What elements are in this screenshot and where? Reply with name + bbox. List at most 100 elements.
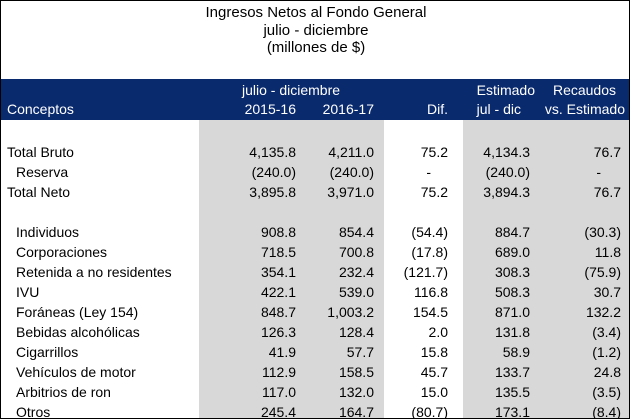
row-label: Foráneas (Ley 154) bbox=[16, 304, 139, 320]
cell-recaudos: (8.4) bbox=[592, 404, 621, 419]
cell-2015-16: 354.1 bbox=[260, 264, 296, 280]
shaded-band-years bbox=[199, 120, 384, 418]
table-header: julio - diciembre Estimado Recaudos Conc… bbox=[1, 79, 629, 120]
cell-2015-16: 41.9 bbox=[268, 344, 296, 360]
row-label: Arbitrios de ron bbox=[16, 384, 111, 400]
cell-2015-16: 422.1 bbox=[260, 284, 296, 300]
cell-2016-17: 539.0 bbox=[338, 284, 374, 300]
header-estimado: Estimado bbox=[476, 82, 535, 98]
table-row: Individuos 908.8 854.4 (54.4) 884.7 (30.… bbox=[1, 222, 629, 242]
shaded-band-estimates bbox=[463, 120, 629, 418]
title-units: (millones de $) bbox=[266, 39, 366, 56]
header-recaudos: Recaudos bbox=[552, 82, 616, 98]
table-row: Cigarrillos 41.9 57.7 15.8 58.9 (1.2) bbox=[1, 342, 629, 362]
cell-2015-16: (240.0) bbox=[251, 164, 296, 180]
header-col-dif: Dif. bbox=[427, 101, 448, 117]
cell-estimado: 871.0 bbox=[494, 304, 530, 320]
cell-recaudos: 30.7 bbox=[593, 284, 621, 300]
header-jul-dic: jul - dic bbox=[476, 101, 521, 117]
header-col-2015-16: 2015-16 bbox=[244, 101, 296, 117]
row-label: Vehículos de motor bbox=[16, 364, 136, 380]
cell-dif: 15.8 bbox=[420, 344, 448, 360]
cell-2015-16: 245.4 bbox=[260, 404, 296, 419]
row-label: Bebidas alcohólicas bbox=[16, 324, 140, 340]
cell-dif: (80.7) bbox=[411, 404, 448, 419]
cell-2015-16: 4,135.8 bbox=[249, 144, 296, 160]
cell-estimado: 884.7 bbox=[494, 224, 530, 240]
cell-estimado: (240.0) bbox=[485, 164, 530, 180]
table-body: Total Bruto 4,135.8 4,211.0 75.2 4,134.3… bbox=[1, 142, 629, 419]
table-row: IVU 422.1 539.0 116.8 508.3 30.7 bbox=[1, 282, 629, 302]
cell-recaudos: 11.8 bbox=[594, 244, 621, 260]
table-row: Foráneas (Ley 154) 848.7 1,003.2 154.5 8… bbox=[1, 302, 629, 322]
table-row: Total Neto 3,895.8 3,971.0 75.2 3,894.3 … bbox=[1, 182, 629, 202]
cell-dif: 45.7 bbox=[420, 364, 448, 380]
cell-2015-16: 3,895.8 bbox=[249, 184, 296, 200]
cell-dif: 75.2 bbox=[420, 184, 448, 200]
cell-recaudos: (3.4) bbox=[592, 324, 621, 340]
cell-2016-17: 57.7 bbox=[346, 344, 374, 360]
table-row: Bebidas alcohólicas 126.3 128.4 2.0 131.… bbox=[1, 322, 629, 342]
row-label: Total Neto bbox=[7, 184, 71, 200]
table-row: Reserva (240.0) (240.0) - (240.0) - bbox=[1, 162, 629, 182]
cell-estimado: 508.3 bbox=[494, 284, 530, 300]
header-col-2016-17: 2016-17 bbox=[322, 101, 374, 117]
row-label: IVU bbox=[16, 284, 40, 300]
cell-2016-17: 232.4 bbox=[338, 264, 374, 280]
cell-2015-16: 718.5 bbox=[260, 244, 296, 260]
cell-recaudos: 76.7 bbox=[593, 184, 621, 200]
cell-dif: 154.5 bbox=[412, 304, 448, 320]
cell-estimado: 135.5 bbox=[494, 384, 530, 400]
table-row: Vehículos de motor 112.9 158.5 45.7 133.… bbox=[1, 362, 629, 382]
row-label: Individuos bbox=[16, 224, 80, 240]
cell-2015-16: 112.9 bbox=[262, 364, 296, 380]
cell-recaudos: 76.7 bbox=[593, 144, 621, 160]
spacer-row bbox=[1, 202, 629, 222]
table-title: Ingresos Netos al Fondo General julio - … bbox=[1, 4, 629, 57]
header-period-group: julio - diciembre bbox=[242, 82, 341, 98]
cell-estimado: 3,894.3 bbox=[483, 184, 530, 200]
row-label: Otros bbox=[16, 404, 51, 419]
cell-2016-17: 854.4 bbox=[338, 224, 374, 240]
row-label: Cigarrillos bbox=[16, 344, 79, 360]
cell-2015-16: 908.8 bbox=[260, 224, 296, 240]
row-label: Retenida a no residentes bbox=[16, 264, 172, 280]
cell-recaudos: (1.2) bbox=[592, 344, 621, 360]
cell-dif: - bbox=[426, 164, 431, 180]
cell-dif: (54.4) bbox=[411, 224, 448, 240]
cell-dif: 116.8 bbox=[414, 284, 448, 300]
table-row: Otros 245.4 164.7 (80.7) 173.1 (8.4) bbox=[1, 402, 629, 419]
cell-recaudos: 132.2 bbox=[585, 304, 621, 320]
title-period: julio - diciembre bbox=[263, 21, 369, 39]
row-label: Corporaciones bbox=[16, 244, 108, 260]
table-row: Total Bruto 4,135.8 4,211.0 75.2 4,134.3… bbox=[1, 142, 629, 162]
cell-2016-17: 128.4 bbox=[338, 324, 374, 340]
cell-estimado: 308.3 bbox=[494, 264, 530, 280]
cell-2015-16: 848.7 bbox=[260, 304, 296, 320]
cell-2016-17: 1,003.2 bbox=[327, 304, 374, 320]
header-conceptos: Conceptos bbox=[7, 101, 74, 117]
row-label: Reserva bbox=[16, 164, 69, 180]
cell-dif: (17.8) bbox=[411, 244, 448, 260]
cell-2016-17: 700.8 bbox=[338, 244, 374, 260]
table-row: Arbitrios de ron 117.0 132.0 15.0 135.5 … bbox=[1, 382, 629, 402]
table-row: Corporaciones 718.5 700.8 (17.8) 689.0 1… bbox=[1, 242, 629, 262]
cell-estimado: 131.8 bbox=[494, 324, 530, 340]
cell-2016-17: 158.5 bbox=[338, 364, 374, 380]
cell-2016-17: 164.7 bbox=[338, 404, 374, 419]
cell-recaudos: - bbox=[596, 164, 601, 180]
cell-2015-16: 117.0 bbox=[262, 384, 296, 400]
cell-estimado: 58.9 bbox=[502, 344, 530, 360]
cell-dif: 15.0 bbox=[420, 384, 448, 400]
cell-2016-17: 3,971.0 bbox=[327, 184, 374, 200]
row-label: Total Bruto bbox=[7, 144, 74, 160]
cell-recaudos: 24.8 bbox=[593, 364, 621, 380]
cell-recaudos: (30.3) bbox=[584, 224, 621, 240]
cell-estimado: 689.0 bbox=[494, 244, 530, 260]
cell-dif: 75.2 bbox=[420, 144, 448, 160]
cell-dif: 2.0 bbox=[428, 324, 448, 340]
cell-estimado: 173.1 bbox=[494, 404, 530, 419]
table-row: Retenida a no residentes 354.1 232.4 (12… bbox=[1, 262, 629, 282]
cell-2015-16: 126.3 bbox=[260, 324, 296, 340]
